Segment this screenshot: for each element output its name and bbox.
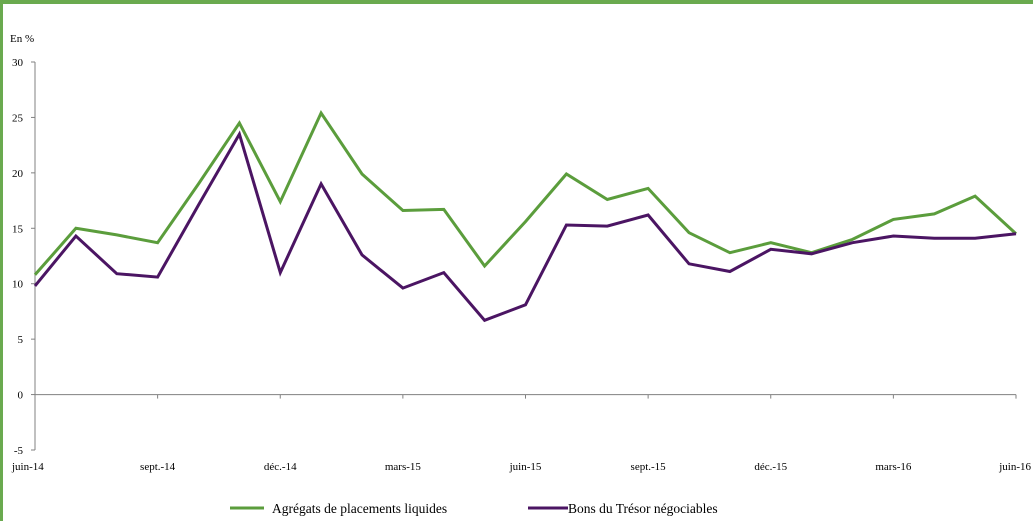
y-tick-label: 0: [18, 390, 24, 402]
series-line-1: [33, 109, 1018, 276]
x-tick-label: juin-14: [11, 461, 44, 473]
y-tick-label: 25: [12, 112, 24, 124]
x-tick-label: juin-16: [998, 461, 1031, 473]
y-tick-label: 30: [12, 57, 24, 69]
x-tick-label: mars-15: [385, 461, 422, 473]
x-tick-label: déc.-15: [754, 461, 787, 473]
y-axis: -5 0 5 10 15 20 25 30: [12, 57, 36, 457]
y-axis-label: En %: [10, 33, 34, 45]
legend-label-1: Agrégats de placements liquides: [272, 501, 447, 516]
y-tick-label: 10: [12, 279, 24, 291]
legend-label-2: Bons du Trésor négociables: [568, 501, 718, 516]
y-tick-label: 15: [12, 223, 24, 235]
x-tick-label: sept.-15: [631, 461, 667, 473]
y-tick-label: -5: [14, 445, 24, 457]
top-border-rule: [0, 0, 1033, 4]
series-line-2: [33, 130, 1017, 323]
legend: Agrégats de placements liquides Bons du T…: [230, 501, 718, 516]
x-axis: juin-14 sept.-14 déc.-14 mars-15 juin-15 sept…: [11, 394, 1031, 473]
x-tick-label: mars-16: [875, 461, 912, 473]
x-tick-label: sept.-14: [140, 461, 176, 473]
x-tick-label: juin-15: [509, 461, 542, 473]
y-tick-label: 20: [12, 168, 24, 180]
left-border-rule: [0, 0, 3, 521]
y-tick-label: 5: [18, 334, 24, 346]
x-tick-label: déc.-14: [264, 461, 297, 473]
series-lines: [33, 109, 1018, 323]
